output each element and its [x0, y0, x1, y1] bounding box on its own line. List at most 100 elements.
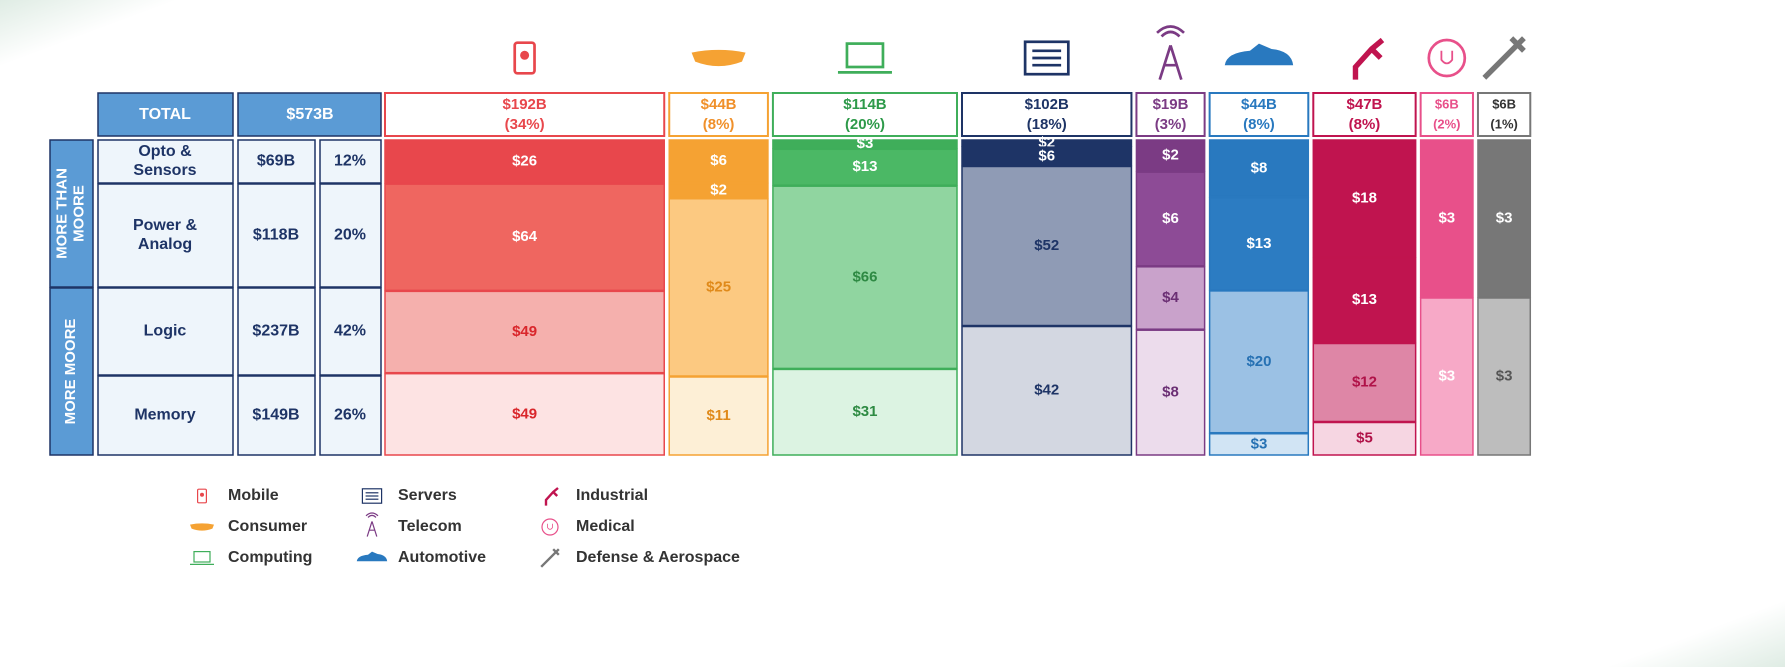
segment	[961, 165, 1133, 327]
label-line: MORE MOORE	[62, 319, 79, 425]
legend-label: Servers	[398, 487, 457, 504]
row-share: 12%	[334, 153, 366, 170]
column-total: $192B	[503, 96, 547, 113]
label-group: MORE MOORE	[62, 319, 79, 425]
segment	[1477, 297, 1532, 456]
label-group: Power & Analog	[133, 217, 197, 253]
column-share: (1%)	[1490, 116, 1517, 131]
label-line: Power &	[133, 217, 197, 234]
segment	[1135, 266, 1206, 330]
segment	[772, 185, 958, 370]
column-total: $44B	[1241, 96, 1277, 113]
segment-label: $3	[1496, 209, 1513, 226]
column-total: $6B	[1492, 96, 1516, 111]
legend-label: Defense & Aerospace	[576, 549, 740, 566]
column-share: (3%)	[1155, 116, 1187, 133]
segment	[668, 182, 769, 199]
segment	[772, 368, 958, 456]
segment	[1135, 139, 1206, 172]
column-share: (8%)	[1349, 116, 1381, 133]
segment-label: $3	[1496, 367, 1513, 384]
icon-part	[365, 512, 379, 537]
column-share: (18%)	[1027, 116, 1067, 133]
row-cell	[97, 287, 234, 376]
legend-label: Automotive	[398, 549, 486, 566]
segment-label: $26	[512, 153, 537, 170]
segment-label: $11	[706, 407, 730, 424]
icon-part	[190, 523, 214, 531]
legend-label: Mobile	[228, 487, 279, 504]
icon	[691, 49, 746, 67]
column-total-box	[1476, 92, 1532, 137]
icon	[540, 548, 560, 568]
summary-value: $573B	[286, 106, 333, 123]
row-value: $69B	[257, 153, 295, 170]
label-line: Analog	[138, 236, 192, 253]
label-line: MORE THAN	[53, 168, 70, 259]
icon	[1427, 38, 1467, 78]
segment	[668, 139, 769, 184]
icon-part	[356, 551, 388, 562]
row-value: $237B	[252, 323, 299, 340]
icon-part	[1427, 38, 1467, 78]
segment	[961, 146, 1133, 167]
segment-label: $3	[857, 135, 874, 152]
segment	[384, 290, 665, 374]
legend-label: Industrial	[576, 487, 648, 504]
segment	[961, 139, 1133, 147]
segment-label: $20	[1246, 353, 1271, 370]
icon-part	[845, 42, 885, 69]
column-total-box	[1135, 92, 1206, 137]
segment-label: $3	[1438, 367, 1455, 384]
icon-part	[1352, 37, 1385, 80]
column-total-box	[1419, 92, 1474, 137]
label-line: Sensors	[133, 162, 196, 179]
column-total: $19B	[1153, 96, 1189, 113]
segment	[1208, 290, 1310, 434]
row-cell	[319, 375, 382, 456]
icon	[1023, 40, 1070, 76]
icon	[189, 550, 215, 566]
segment-label: $42	[1034, 382, 1059, 399]
icon-part	[547, 523, 553, 530]
label-group: Opto & Sensors	[133, 143, 196, 179]
segment-label: $13	[852, 158, 877, 175]
segment-label: $5	[1356, 430, 1373, 447]
segment	[1208, 196, 1310, 291]
icon	[544, 487, 559, 506]
icon-part	[361, 488, 383, 504]
label-line: Opto &	[138, 143, 192, 160]
icon	[361, 488, 383, 504]
row-cell	[319, 287, 382, 376]
row-cell	[319, 183, 382, 288]
segment	[384, 183, 665, 292]
segment-label: $18	[1352, 189, 1377, 206]
row-cell	[97, 375, 234, 456]
icon-part	[691, 49, 746, 67]
segment-label: $13	[1246, 235, 1271, 252]
summary-box	[237, 92, 382, 137]
icon	[196, 488, 208, 504]
segment-label: $4	[1162, 289, 1179, 306]
row-value: $118B	[253, 227, 299, 244]
column-total: $102B	[1025, 96, 1069, 113]
summary-label: TOTAL	[139, 106, 191, 123]
column-total-box	[961, 92, 1133, 137]
icon-part	[544, 487, 559, 506]
segment-label: $6	[1038, 147, 1055, 164]
column-total: $6B	[1435, 96, 1459, 111]
column-total: $47B	[1347, 96, 1383, 113]
segment	[384, 139, 665, 184]
segment-label: $25	[706, 278, 731, 295]
segment	[1419, 297, 1474, 456]
segment	[1208, 139, 1310, 198]
column-total-box	[1208, 92, 1310, 137]
group-box	[49, 287, 94, 456]
group-box	[49, 139, 94, 288]
icon	[1352, 37, 1385, 80]
label-line: Logic	[144, 323, 187, 340]
icon-part	[200, 492, 204, 497]
row-cell	[237, 183, 316, 288]
column-total: $44B	[701, 96, 737, 113]
